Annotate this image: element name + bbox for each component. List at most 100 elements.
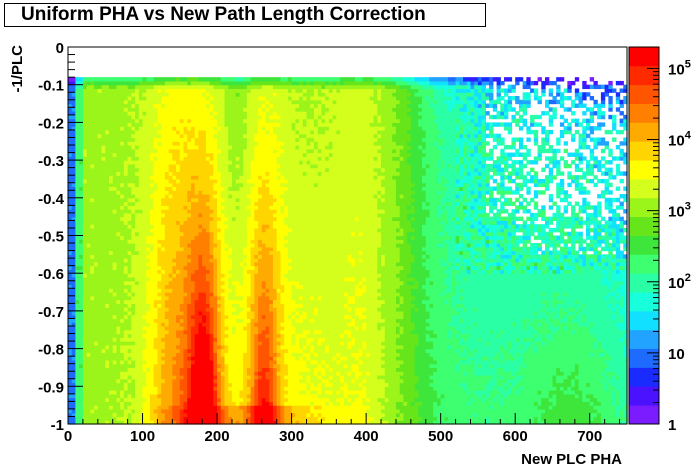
heatmap-cell [68, 99, 73, 105]
heatmap-cell [112, 224, 118, 229]
heatmap-cell [138, 227, 144, 233]
heatmap-cell [179, 220, 185, 225]
heatmap-cell [265, 378, 270, 384]
heatmap-cell [172, 103, 177, 108]
heatmap-cell [157, 145, 162, 150]
heatmap-cell [250, 416, 255, 421]
heatmap-cell [112, 318, 118, 323]
heatmap-cell [209, 314, 214, 320]
heatmap-cell [194, 420, 200, 425]
heatmap-cell [202, 160, 207, 165]
heatmap-cell [123, 390, 129, 395]
heatmap-cell [202, 145, 207, 150]
heatmap-cell [176, 405, 181, 410]
heatmap-cell [138, 314, 144, 320]
heatmap-cell [161, 118, 166, 123]
heatmap-cell [213, 122, 218, 127]
heatmap-cell [149, 178, 155, 184]
heatmap-cell [146, 408, 151, 414]
heatmap-cell [138, 133, 144, 139]
heatmap-cell [224, 299, 229, 304]
heatmap-cell [164, 216, 170, 222]
heatmap-cell [71, 141, 77, 146]
heatmap-cell [261, 254, 267, 259]
heatmap-cell [228, 307, 233, 312]
heatmap-cell [90, 80, 95, 86]
heatmap-cell [86, 197, 91, 203]
heatmap-cell [131, 216, 136, 222]
heatmap-cell [217, 99, 222, 105]
heatmap-cell [250, 141, 255, 146]
heatmap-cell [246, 122, 252, 127]
heatmap-cell [90, 356, 95, 361]
heatmap-cell [153, 299, 159, 304]
heatmap-cell [157, 284, 162, 289]
heatmap-cell [202, 352, 207, 357]
heatmap-cell [94, 378, 99, 384]
heatmap-cell [108, 265, 114, 271]
heatmap-cell [258, 96, 263, 101]
heatmap-cell [135, 258, 140, 263]
heatmap-cell [97, 382, 103, 387]
heatmap-cell [86, 182, 91, 188]
heatmap-cell [97, 412, 103, 418]
heatmap-cell [142, 194, 147, 199]
heatmap-cell [153, 88, 159, 93]
heatmap-cell [97, 408, 103, 414]
heatmap-cell [228, 197, 233, 203]
heatmap-cell [90, 318, 95, 323]
heatmap-cell [194, 254, 200, 259]
heatmap-cell [220, 292, 226, 297]
heatmap-cell [194, 325, 200, 331]
heatmap-cell [176, 190, 181, 195]
heatmap-cell [258, 194, 263, 199]
heatmap-cell [146, 258, 151, 263]
heatmap-cell [90, 393, 95, 399]
heatmap-cell [101, 171, 106, 176]
heatmap-cell [205, 77, 211, 82]
heatmap-cell [224, 167, 229, 173]
heatmap-cell [168, 205, 173, 210]
heatmap-cell [209, 269, 214, 274]
heatmap-cell [68, 246, 73, 252]
heatmap-cell [149, 363, 155, 369]
heatmap-cell [246, 107, 252, 112]
heatmap-cell [153, 111, 159, 116]
heatmap-cell [138, 303, 144, 308]
heatmap-cell [202, 167, 207, 173]
heatmap-cell [94, 265, 99, 271]
heatmap-cell [254, 265, 259, 271]
heatmap-cell [265, 299, 270, 304]
heatmap-cell [190, 333, 196, 338]
heatmap-cell [176, 227, 181, 233]
heatmap-cell [142, 348, 147, 353]
heatmap-cell [135, 341, 140, 346]
heatmap-cell [123, 152, 129, 157]
heatmap-cell [265, 201, 270, 206]
heatmap-cell [82, 408, 88, 414]
heatmap-cell [94, 288, 99, 293]
heatmap-cell [120, 325, 125, 331]
heatmap-cell [127, 186, 132, 191]
heatmap-cell [179, 243, 185, 248]
heatmap-cell [228, 356, 233, 361]
heatmap-cell [149, 288, 155, 293]
heatmap-cell [79, 310, 84, 316]
heatmap-cell [231, 329, 237, 335]
heatmap-cell [202, 186, 207, 191]
heatmap-cell [90, 235, 95, 240]
heatmap-cell [75, 374, 80, 380]
heatmap-cell [142, 171, 147, 176]
heatmap-cell [179, 299, 185, 304]
heatmap-cell [75, 148, 80, 154]
heatmap-cell [213, 148, 218, 154]
heatmap-cell [172, 341, 177, 346]
heatmap-cell [75, 367, 80, 372]
heatmap-cell [161, 235, 166, 240]
heatmap-cell [90, 118, 95, 123]
heatmap-cell [153, 182, 159, 188]
heatmap-cell [190, 92, 196, 97]
heatmap-cell [142, 111, 147, 116]
heatmap-cell [168, 171, 173, 176]
heatmap-cell [157, 88, 162, 93]
